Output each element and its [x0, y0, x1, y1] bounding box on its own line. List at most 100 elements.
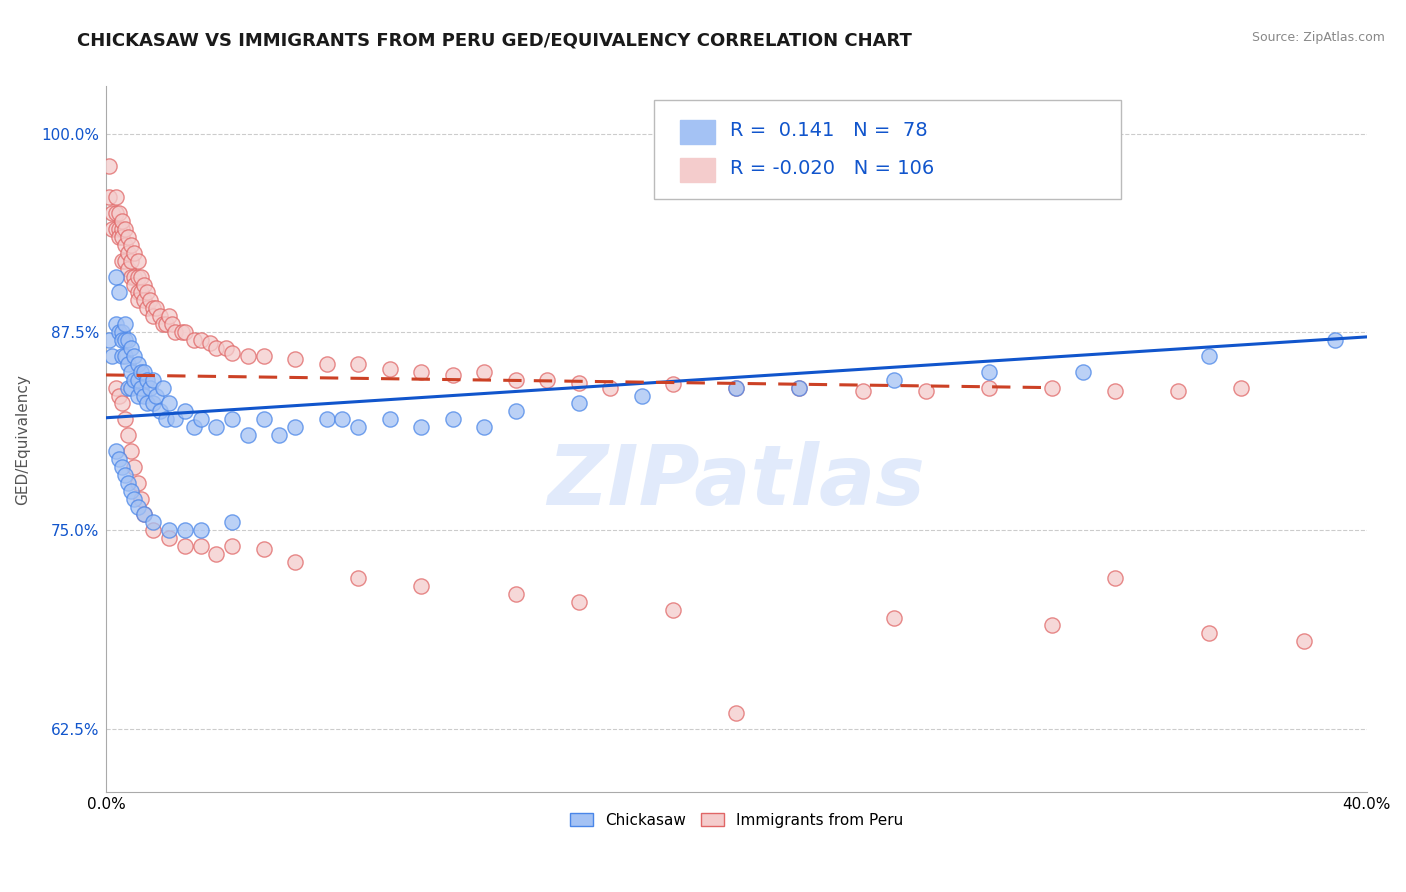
Point — [132, 508, 155, 522]
Point — [221, 345, 243, 359]
Point — [725, 706, 748, 720]
Point — [190, 539, 212, 553]
Point — [914, 384, 936, 398]
Point — [155, 412, 177, 426]
Point — [120, 483, 142, 498]
Point — [111, 333, 134, 347]
Point — [132, 293, 155, 308]
Point — [132, 365, 155, 379]
Point — [142, 373, 165, 387]
Point — [114, 333, 136, 347]
Point — [253, 542, 276, 557]
Point — [284, 352, 307, 367]
Point — [120, 238, 142, 252]
Point — [98, 159, 121, 173]
Point — [725, 381, 748, 395]
Point — [136, 285, 159, 300]
Bar — [679, 158, 716, 182]
Point — [315, 357, 337, 371]
Point — [170, 325, 193, 339]
Point — [205, 547, 228, 561]
Point — [1324, 333, 1347, 347]
Point — [136, 396, 159, 410]
Point — [883, 373, 905, 387]
Point — [1071, 365, 1094, 379]
Point — [142, 310, 165, 324]
Point — [173, 325, 195, 339]
Point — [129, 381, 152, 395]
Point — [101, 206, 124, 220]
Point — [142, 516, 165, 530]
Point — [117, 357, 139, 371]
Point — [568, 595, 591, 609]
Text: R = -0.020   N = 106: R = -0.020 N = 106 — [730, 160, 935, 178]
Point — [111, 396, 134, 410]
Point — [221, 516, 243, 530]
Point — [253, 412, 276, 426]
Point — [132, 508, 155, 522]
Point — [851, 384, 873, 398]
Point — [117, 230, 139, 244]
Point — [129, 285, 152, 300]
Point — [127, 293, 149, 308]
Point — [120, 253, 142, 268]
Point — [411, 579, 433, 593]
Point — [127, 475, 149, 490]
Point — [129, 491, 152, 506]
Point — [205, 420, 228, 434]
Point — [107, 222, 129, 236]
Point — [124, 373, 146, 387]
Point — [127, 388, 149, 402]
Legend: Chickasaw, Immigrants from Peru: Chickasaw, Immigrants from Peru — [564, 806, 910, 834]
Point — [117, 381, 139, 395]
Point — [124, 349, 146, 363]
Point — [142, 301, 165, 316]
Point — [157, 524, 180, 538]
Point — [165, 412, 187, 426]
Point — [101, 222, 124, 236]
Point — [1198, 349, 1220, 363]
Point — [1229, 381, 1251, 395]
Point — [127, 357, 149, 371]
Point — [104, 269, 127, 284]
Point — [127, 500, 149, 514]
Point — [111, 325, 134, 339]
Point — [221, 412, 243, 426]
Point — [136, 373, 159, 387]
Point — [124, 269, 146, 284]
Point — [183, 420, 205, 434]
Point — [190, 524, 212, 538]
Point — [411, 365, 433, 379]
FancyBboxPatch shape — [654, 101, 1121, 199]
Point — [124, 245, 146, 260]
Point — [114, 238, 136, 252]
Point — [173, 404, 195, 418]
Point — [139, 293, 162, 308]
Point — [111, 349, 134, 363]
Point — [127, 253, 149, 268]
Point — [1104, 384, 1126, 398]
Point — [107, 285, 129, 300]
Point — [505, 404, 527, 418]
Point — [120, 365, 142, 379]
Point — [104, 444, 127, 458]
Point — [114, 222, 136, 236]
Point — [127, 269, 149, 284]
Point — [1198, 626, 1220, 640]
Point — [139, 381, 162, 395]
Point — [162, 317, 184, 331]
Point — [190, 333, 212, 347]
Point — [120, 444, 142, 458]
Point — [117, 475, 139, 490]
Point — [236, 428, 259, 442]
Point — [124, 277, 146, 292]
Point — [132, 388, 155, 402]
Point — [124, 491, 146, 506]
Point — [1040, 381, 1063, 395]
Point — [111, 214, 134, 228]
Point — [157, 531, 180, 545]
Point — [183, 333, 205, 347]
Point — [190, 412, 212, 426]
Point — [117, 245, 139, 260]
Point — [472, 420, 495, 434]
